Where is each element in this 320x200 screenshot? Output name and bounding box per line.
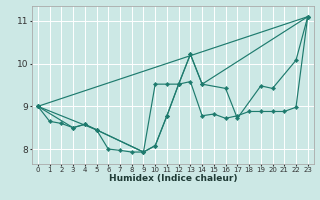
X-axis label: Humidex (Indice chaleur): Humidex (Indice chaleur) xyxy=(108,174,237,183)
